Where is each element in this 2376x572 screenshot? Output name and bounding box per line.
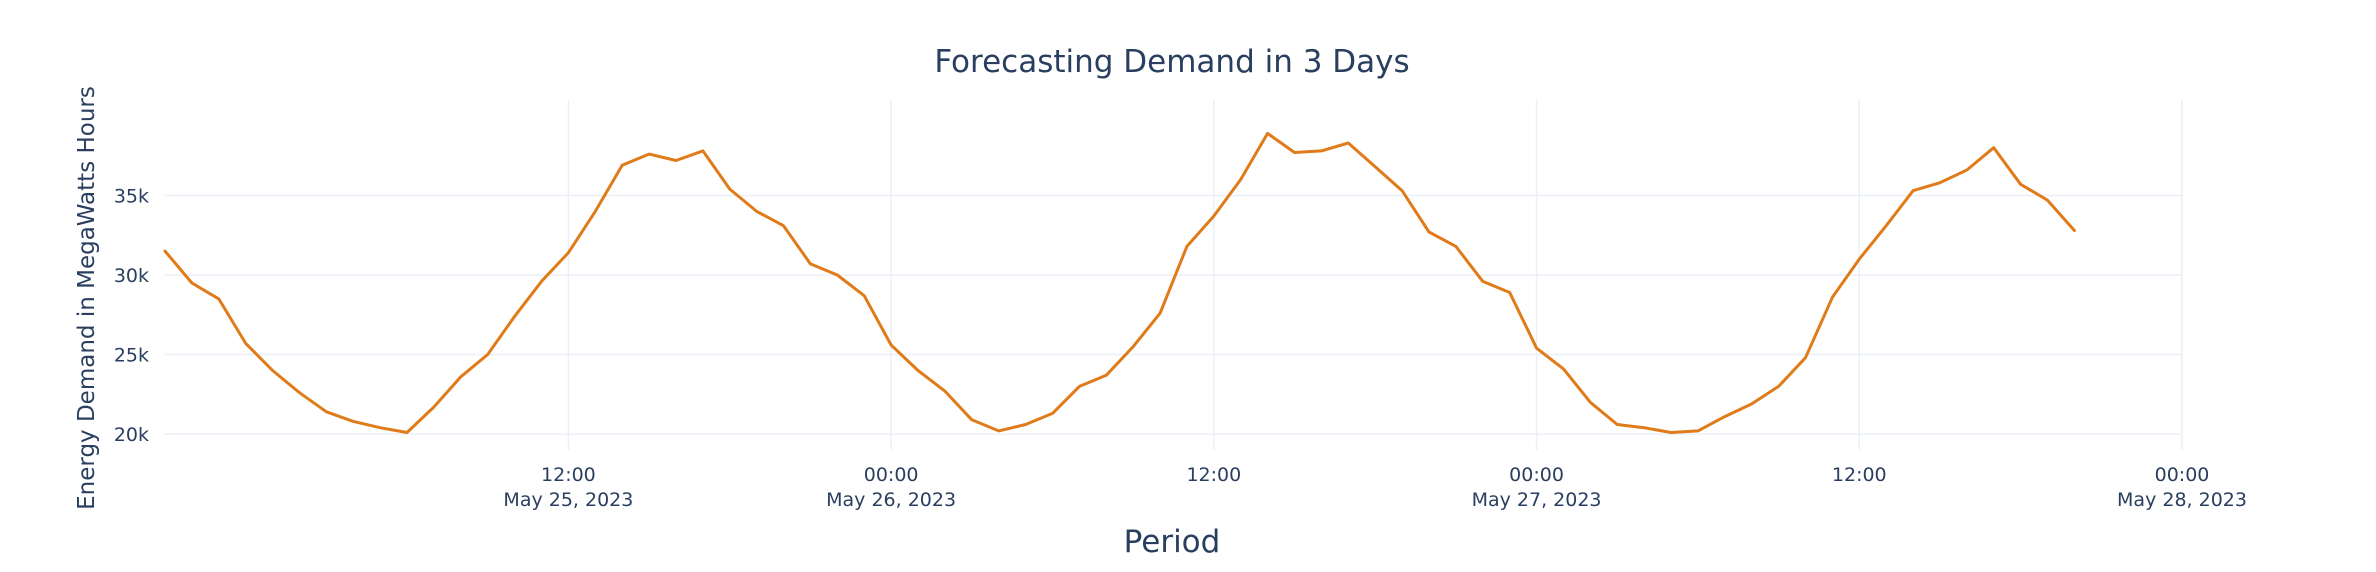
x-tick-date: May 26, 2023 [826,489,956,511]
x-tick-date: May 28, 2023 [2117,489,2247,511]
y-axis-ticks: 20k 25k 30k 35k [114,185,149,446]
y-axis-title: Energy Demand in MegaWatts Hours [74,86,100,510]
chart-title: Forecasting Demand in 3 Days [934,44,1409,80]
x-tick-time: 12:00 [541,464,596,486]
x-axis-title: Period [1124,524,1221,560]
y-tick-label: 25k [114,345,149,367]
x-axis-ticks: 12:00 May 25, 2023 00:00 May 26, 2023 12:00 0… [503,464,2247,511]
demand-forecast-line [163,131,2076,434]
x-tick-date: May 27, 2023 [1472,489,1602,511]
x-tick-time: 00:00 [2155,464,2210,486]
x-tick-time: 12:00 [1832,464,1887,486]
x-tick-time: 00:00 [864,464,919,486]
y-tick-label: 30k [114,265,149,287]
y-tick-label: 35k [114,185,149,207]
x-tick-time: 00:00 [1509,464,1564,486]
x-tick-date: May 25, 2023 [503,489,633,511]
x-tick-time: 12:00 [1186,464,1241,486]
y-tick-label: 20k [114,424,149,446]
series-layer [163,131,2076,434]
gridlines [165,100,2183,450]
